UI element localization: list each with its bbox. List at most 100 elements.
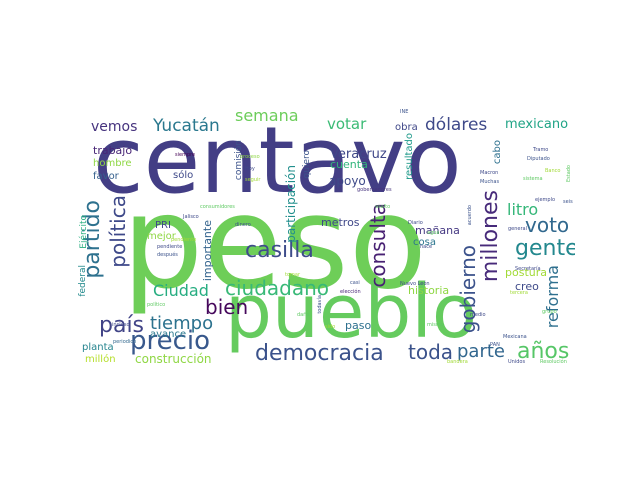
word-avance: avance — [150, 329, 187, 340]
word-anos: años — [517, 339, 570, 364]
word-democracia: democracia — [255, 341, 384, 366]
word-precio: precio — [130, 326, 211, 356]
word-consulta: consulta — [366, 203, 390, 288]
word-centavo: centavo — [93, 107, 462, 214]
word-dinero: dinero — [235, 222, 251, 228]
word-mismo: mismo — [427, 322, 444, 328]
word-sistema: sistema — [523, 176, 543, 182]
word-ciudadano: ciudadano — [225, 276, 330, 300]
word-reforma: reforma — [543, 265, 562, 329]
word-tercera: tercera — [510, 290, 528, 296]
word-ine: INE — [400, 109, 409, 115]
word-despues: después — [157, 252, 178, 258]
word-periodico: periodico — [113, 339, 137, 345]
word-politica: política — [106, 195, 130, 268]
word-politico: político — [147, 302, 166, 308]
word-peso: peso — [122, 169, 427, 318]
word-postura: postura — [505, 266, 547, 279]
word-manana: mañana — [415, 224, 460, 237]
word-construccion: construcción — [135, 352, 212, 366]
word-diario: Diario — [408, 220, 423, 226]
word-bandera: bandera — [447, 359, 468, 365]
word-votar: votar — [327, 115, 367, 133]
word-siempre: siempre — [175, 152, 196, 158]
word-proceso: proceso — [240, 154, 260, 160]
word-importante: importante — [201, 220, 214, 282]
word-toda: toda — [408, 340, 454, 364]
word-vemos: vemos — [91, 119, 138, 135]
word-trabajo: trabajo — [93, 144, 133, 157]
word-diputado: Diputado — [527, 156, 550, 162]
word-yucatan: Yucatán — [153, 116, 220, 136]
word-agua: agua — [427, 230, 440, 236]
word-cuenta: cuenta — [330, 158, 368, 171]
word-pueblo: pueblo — [225, 269, 478, 355]
word-millon: millón — [85, 354, 116, 365]
word-pais: país — [99, 313, 145, 338]
word-favor: favor — [93, 171, 119, 182]
word-semana: semana — [235, 106, 299, 125]
word-cloud: centavo peso pueblo democracia precio ca… — [75, 105, 575, 370]
word-pendiente-2: pendiente — [171, 237, 197, 243]
word-paso: paso — [345, 319, 372, 332]
word-obra: obra — [395, 122, 418, 133]
word-voto: voto — [525, 213, 570, 237]
word-pri: PRI — [155, 220, 171, 231]
word-gobierno: gobierno — [456, 245, 480, 334]
word-quiero: quiero — [302, 150, 312, 179]
word-muchas: Muchas — [480, 179, 500, 185]
word-resultado: resultado — [404, 133, 415, 180]
word-consumidores: consumidores — [200, 204, 235, 210]
word-nuevo-leon: Nuevo León — [400, 281, 430, 287]
word-participacion: participación — [284, 165, 298, 243]
word-apoyo: apoyo — [329, 174, 366, 188]
word-comision: comisión — [234, 140, 244, 181]
word-tiempo: tiempo — [150, 313, 214, 334]
word-pendiente: pendiente — [157, 244, 183, 250]
word-estado: Estado — [566, 165, 572, 183]
word-millones: millones — [478, 190, 503, 283]
word-incluso: incluso — [112, 322, 130, 328]
word-mejor: mejor — [147, 231, 176, 242]
word-tomar: tomar — [285, 272, 301, 278]
word-grupo: grupo — [542, 309, 557, 315]
word-litro: litro — [507, 200, 539, 219]
word-parte: parte — [457, 341, 505, 362]
word-general: general — [508, 226, 528, 232]
word-solo: sólo — [173, 170, 194, 181]
word-medio: medio — [470, 312, 486, 318]
word-macron: Macron — [480, 170, 499, 176]
word-unidos: Unidos — [508, 359, 526, 365]
word-ciudad: Ciudad — [153, 281, 209, 300]
word-hoy: Hoy — [245, 166, 255, 172]
word-secretaria: Secretaría — [515, 266, 541, 272]
word-mexicana: Mexicana — [503, 334, 527, 340]
word-todavia: todavía — [317, 295, 323, 314]
word-creo: creo — [515, 280, 539, 293]
word-hombre: hombre — [93, 158, 132, 169]
word-bien: bien — [205, 295, 249, 319]
word-dolares: dólares — [425, 115, 488, 135]
word-gobernadores: gobernadores — [357, 187, 392, 193]
word-mexicano: mexicano — [505, 117, 569, 132]
word-tramo: Tramo — [533, 147, 549, 153]
word-resolucion: Resolución — [540, 359, 567, 365]
word-jalisco: Jalisco — [183, 214, 199, 220]
word-planta: planta — [82, 342, 114, 353]
word-metros: metros — [321, 216, 360, 229]
word-ejercito: Ejército — [79, 215, 89, 249]
word-dano: daño — [297, 312, 310, 318]
word-historia: historia — [408, 284, 450, 297]
word-gente: gente — [515, 236, 575, 261]
word-casilla: casilla — [245, 238, 314, 263]
word-casi: casi — [350, 280, 360, 286]
word-pan: PAN — [490, 342, 500, 348]
word-banco: Banco — [545, 168, 561, 174]
word-cabo: cabo — [492, 140, 503, 165]
word-eleccion: elección — [340, 289, 361, 295]
word-seis: seis — [563, 199, 573, 205]
word-seguir: seguir — [245, 177, 261, 183]
word-acuerdo: acuerdo — [467, 205, 473, 226]
word-sido: sido — [325, 324, 336, 330]
word-federal: federal — [78, 265, 88, 297]
